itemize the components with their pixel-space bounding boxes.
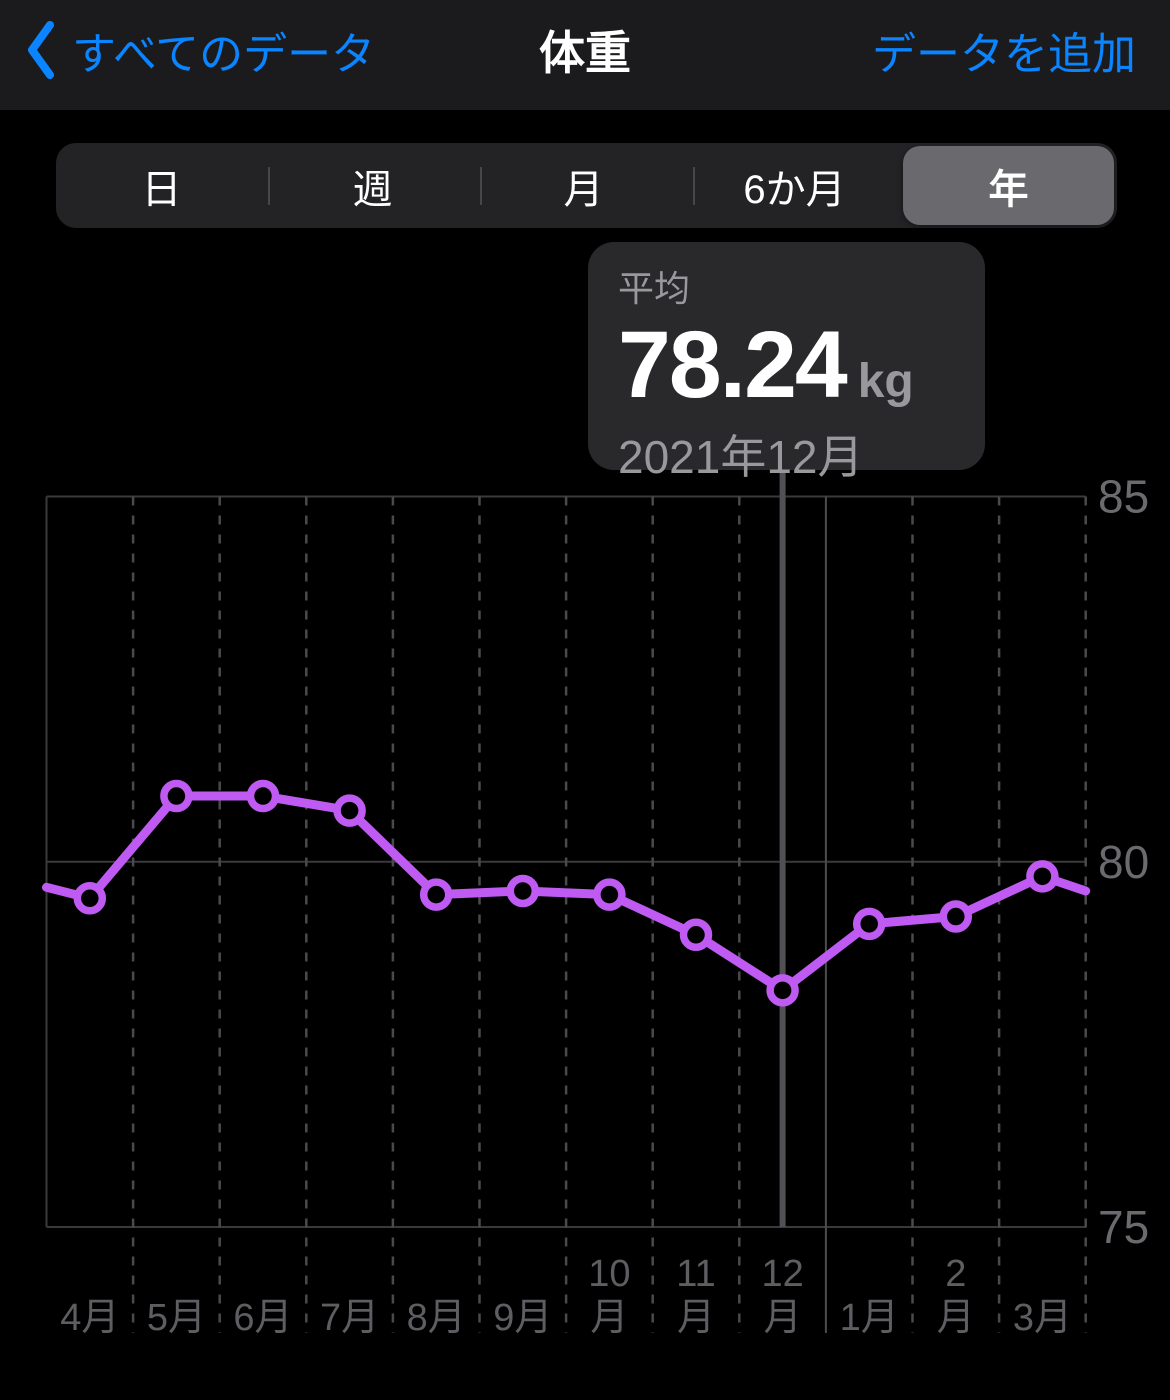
y-axis-label: 80 (1098, 836, 1149, 888)
average-callout: 平均 78.24 kg 2021年12月 (588, 242, 985, 483)
x-axis-label: 4月 (60, 1297, 119, 1339)
callout-metric-label: 平均 (618, 268, 691, 309)
time-range-segmented-control: 日 週 月 6か月 年 (56, 143, 1117, 228)
y-axis-label: 85 (1098, 471, 1149, 523)
y-axis-label: 75 (1098, 1201, 1149, 1253)
segment-week[interactable]: 週 (352, 167, 393, 212)
x-axis-label: 月 (677, 1297, 715, 1339)
segment-day[interactable]: 日 (141, 167, 182, 212)
x-axis-label: 11 (676, 1253, 715, 1295)
x-axis-label: 1月 (840, 1297, 899, 1339)
x-axis-label: 8月 (407, 1297, 466, 1339)
x-axis-label: 2 (945, 1253, 966, 1295)
x-axis-label: 月 (937, 1297, 975, 1339)
x-axis-label: 5月 (147, 1297, 206, 1339)
segment-year[interactable]: 年 (903, 146, 1114, 225)
callout-value: 78.24 (618, 312, 848, 418)
callout-unit: kg (857, 355, 914, 408)
data-point[interactable] (852, 907, 886, 941)
data-point[interactable] (679, 918, 713, 952)
data-point[interactable] (593, 878, 626, 911)
data-point[interactable] (333, 794, 366, 827)
segment-divider (692, 167, 695, 205)
callout-date: 2021年12月 (618, 431, 864, 483)
back-button[interactable]: すべてのデータ (26, 18, 375, 82)
x-axis-label: 3月 (1013, 1297, 1072, 1339)
data-point[interactable] (246, 779, 280, 813)
segment-divider (480, 167, 483, 205)
data-point[interactable] (73, 882, 107, 915)
segment-month[interactable]: 月 (563, 167, 604, 212)
x-axis-label: 10 (588, 1253, 630, 1295)
segment-six-months[interactable]: 6か月 (743, 167, 846, 212)
data-point[interactable] (419, 878, 453, 911)
data-point[interactable] (766, 974, 799, 1007)
x-axis-label: 月 (590, 1297, 628, 1339)
x-axis-label: 12 (761, 1253, 803, 1295)
navigation-bar: すべてのデータ 体重 データを追加 (0, 0, 1170, 110)
back-chevron-icon (28, 21, 54, 79)
x-axis-label: 7月 (320, 1297, 379, 1339)
data-point[interactable] (939, 900, 973, 933)
x-axis-label: 6月 (233, 1297, 292, 1339)
x-axis-label: 月 (764, 1297, 802, 1339)
x-axis-label: 9月 (493, 1297, 552, 1339)
back-button-label: すべてのデータ (72, 30, 376, 79)
segment-divider (268, 167, 271, 205)
add-data-button[interactable]: データを追加 (872, 30, 1136, 79)
data-point[interactable] (506, 874, 540, 908)
data-point[interactable] (1026, 860, 1059, 893)
data-point[interactable] (160, 779, 193, 813)
